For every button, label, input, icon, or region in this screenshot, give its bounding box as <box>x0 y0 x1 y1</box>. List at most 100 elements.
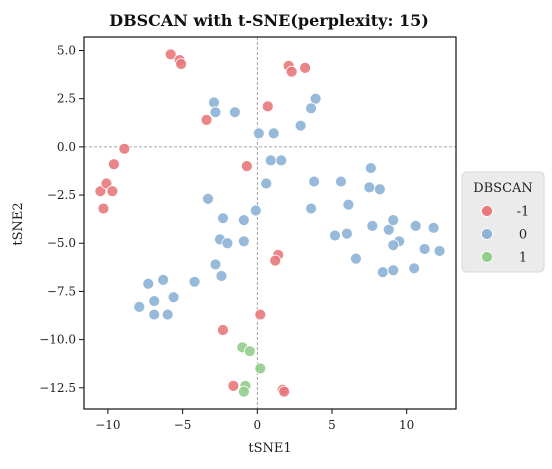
data-point-cluster-0 <box>209 258 222 271</box>
data-point-cluster-0 <box>142 277 155 290</box>
data-point-cluster-0 <box>376 266 389 279</box>
data-point-cluster-0 <box>228 106 241 119</box>
data-point-cluster-0 <box>215 270 228 282</box>
data-point-cluster-0 <box>260 177 273 190</box>
data-point-cluster-0 <box>148 295 161 307</box>
data-point-cluster-0 <box>221 237 234 250</box>
x-axis-label: tSNE1 <box>248 441 291 456</box>
data-point-cluster-0 <box>373 183 386 196</box>
y-tick-label: −7.5 <box>47 284 76 298</box>
x-tick-label: 10 <box>399 418 414 432</box>
data-point-cluster-0 <box>161 308 174 321</box>
data-point-cluster-0 <box>249 204 262 217</box>
data-point-cluster--1 <box>97 202 110 215</box>
x-tick-label: 0 <box>253 418 261 432</box>
data-point-cluster--1 <box>227 379 240 392</box>
data-point-cluster-0 <box>387 214 400 227</box>
y-tick-label: 5.0 <box>57 43 76 57</box>
data-point-cluster--1 <box>94 185 107 198</box>
data-point-cluster-0 <box>188 275 201 288</box>
y-tick-label: −12.5 <box>39 381 76 395</box>
y-axis: 5.0 2.5 0.0 −2.5 −5.0 −7.5 −10.0 −12.5 <box>39 43 84 395</box>
y-tick-label: 0.0 <box>57 140 76 154</box>
data-point-cluster-1 <box>254 362 267 375</box>
data-point-cluster--1 <box>106 185 119 198</box>
legend-box <box>461 171 545 273</box>
data-point-cluster-0 <box>264 154 277 167</box>
data-point-cluster-0 <box>408 262 421 275</box>
plot-area-frame <box>83 36 457 410</box>
data-point-cluster--1 <box>175 58 188 70</box>
data-point-cluster-0 <box>329 229 341 242</box>
data-point-cluster-0 <box>305 202 317 215</box>
legend-label--1: -1 <box>517 205 530 220</box>
data-point-cluster--1 <box>217 324 229 336</box>
legend-marker--1 <box>481 205 493 217</box>
data-point-cluster-0 <box>309 92 322 105</box>
data-point-cluster--1 <box>240 160 253 173</box>
y-tick-label: −10.0 <box>39 333 76 347</box>
data-point-cluster-0 <box>167 291 180 304</box>
data-point-cluster-0 <box>387 239 400 252</box>
data-point-cluster-0 <box>409 219 422 232</box>
data-point-cluster-0 <box>202 193 214 205</box>
data-point-cluster-0 <box>267 127 280 140</box>
data-point-cluster-0 <box>217 212 229 225</box>
data-point-cluster-0 <box>157 273 170 286</box>
legend-marker-1 <box>481 251 493 263</box>
chart-title: DBSCAN with t-SNE(perplexity: 15) <box>109 11 429 30</box>
data-point-cluster--1 <box>278 385 291 398</box>
legend-marker-0 <box>481 228 493 240</box>
data-point-cluster-0 <box>133 300 146 313</box>
legend-label-1: 1 <box>519 251 527 266</box>
data-point-cluster-0 <box>366 219 379 232</box>
data-point-cluster--1 <box>200 113 213 126</box>
data-point-cluster-0 <box>382 223 395 236</box>
data-point-cluster-0 <box>308 175 320 188</box>
y-tick-label: 2.5 <box>57 92 76 106</box>
data-point-cluster-0 <box>148 308 161 321</box>
reference-lines <box>84 37 456 409</box>
legend-title: DBSCAN <box>473 181 533 196</box>
data-point-cluster-0 <box>335 175 347 188</box>
data-point-cluster-0 <box>275 154 288 167</box>
data-point-cluster-0 <box>363 181 376 194</box>
data-point-cluster-0 <box>433 245 446 257</box>
x-tick-label: −10 <box>95 418 120 432</box>
data-point-cluster-0 <box>350 252 362 265</box>
data-point-cluster--1 <box>299 61 312 74</box>
data-point-cluster-0 <box>341 227 353 240</box>
data-point-cluster-1 <box>243 345 256 358</box>
data-point-cluster--1 <box>269 254 282 267</box>
data-point-cluster-0 <box>252 127 265 140</box>
data-point-cluster--1 <box>164 48 177 61</box>
data-point-cluster-0 <box>294 119 307 132</box>
data-point-cluster--1 <box>100 177 113 190</box>
data-point-cluster-1 <box>237 385 250 398</box>
x-axis: −10 −5 0 5 10 <box>95 409 414 432</box>
legend-label-0: 0 <box>519 228 527 243</box>
data-point-cluster-0 <box>237 214 250 227</box>
data-point-cluster-0 <box>305 102 317 115</box>
data-point-cluster--1 <box>254 308 267 321</box>
x-tick-label: −5 <box>174 418 192 432</box>
y-axis-label: tSNE2 <box>11 202 26 245</box>
data-point-cluster-0 <box>427 221 440 234</box>
data-point-cluster--1 <box>107 158 120 171</box>
x-tick-label: 5 <box>328 418 336 432</box>
data-point-cluster-0 <box>418 243 431 255</box>
data-point-cluster-0 <box>342 198 355 211</box>
y-tick-label: −2.5 <box>47 188 76 202</box>
data-point-cluster--1 <box>285 65 298 78</box>
data-point-cluster-0 <box>208 96 220 109</box>
y-tick-label: −5.0 <box>47 236 76 250</box>
data-point-cluster-0 <box>237 235 250 248</box>
data-point-cluster-0 <box>364 162 377 174</box>
data-point-cluster--1 <box>261 100 274 113</box>
points-layer <box>94 48 446 398</box>
data-point-cluster--1 <box>118 142 131 155</box>
data-point-cluster-0 <box>209 106 222 119</box>
legend: DBSCAN -1 0 1 <box>461 171 545 273</box>
data-point-cluster-0 <box>387 264 400 277</box>
